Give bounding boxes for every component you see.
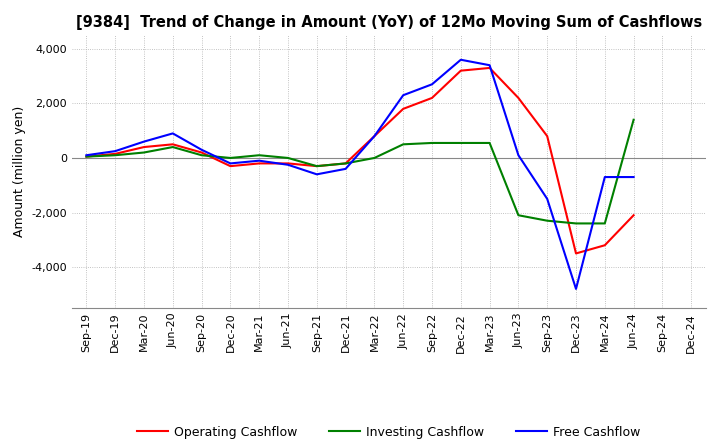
Operating Cashflow [197,150,206,155]
Free Cashflow [600,174,609,180]
Operating Cashflow [572,251,580,256]
Line: Investing Cashflow: Investing Cashflow [86,120,634,224]
Investing Cashflow [514,213,523,218]
Investing Cashflow [140,150,148,155]
Investing Cashflow [629,117,638,122]
Free Cashflow [572,286,580,292]
Free Cashflow [456,57,465,62]
Operating Cashflow [168,142,177,147]
Free Cashflow [428,82,436,87]
Title: [9384]  Trend of Change in Amount (YoY) of 12Mo Moving Sum of Cashflows: [9384] Trend of Change in Amount (YoY) o… [76,15,702,30]
Operating Cashflow [312,164,321,169]
Operating Cashflow [456,68,465,73]
Operating Cashflow [82,154,91,159]
Free Cashflow [370,133,379,139]
Operating Cashflow [341,161,350,166]
Free Cashflow [543,196,552,202]
Free Cashflow [226,161,235,166]
Operating Cashflow [485,65,494,70]
Free Cashflow [514,153,523,158]
Investing Cashflow [82,154,91,159]
Operating Cashflow [600,242,609,248]
Free Cashflow [629,174,638,180]
Free Cashflow [341,166,350,172]
Investing Cashflow [226,155,235,161]
Investing Cashflow [370,155,379,161]
Line: Operating Cashflow: Operating Cashflow [86,68,634,253]
Operating Cashflow [629,213,638,218]
Investing Cashflow [168,144,177,150]
Legend: Operating Cashflow, Investing Cashflow, Free Cashflow: Operating Cashflow, Investing Cashflow, … [132,421,646,440]
Operating Cashflow [370,133,379,139]
Operating Cashflow [428,95,436,101]
Operating Cashflow [543,133,552,139]
Operating Cashflow [514,95,523,101]
Investing Cashflow [572,221,580,226]
Investing Cashflow [428,140,436,146]
Investing Cashflow [312,164,321,169]
Operating Cashflow [140,144,148,150]
Operating Cashflow [111,151,120,157]
Operating Cashflow [226,164,235,169]
Investing Cashflow [111,153,120,158]
Investing Cashflow [255,153,264,158]
Free Cashflow [399,92,408,98]
Operating Cashflow [284,161,292,166]
Free Cashflow [284,162,292,167]
Y-axis label: Amount (million yen): Amount (million yen) [13,106,26,237]
Free Cashflow [312,172,321,177]
Free Cashflow [140,139,148,144]
Free Cashflow [82,153,91,158]
Investing Cashflow [600,221,609,226]
Free Cashflow [197,147,206,152]
Investing Cashflow [399,142,408,147]
Investing Cashflow [456,140,465,146]
Investing Cashflow [197,153,206,158]
Free Cashflow [255,158,264,163]
Free Cashflow [168,131,177,136]
Line: Free Cashflow: Free Cashflow [86,60,634,289]
Free Cashflow [111,148,120,154]
Investing Cashflow [485,140,494,146]
Operating Cashflow [255,161,264,166]
Free Cashflow [485,62,494,68]
Investing Cashflow [284,155,292,161]
Operating Cashflow [399,106,408,111]
Investing Cashflow [543,218,552,224]
Investing Cashflow [341,161,350,166]
